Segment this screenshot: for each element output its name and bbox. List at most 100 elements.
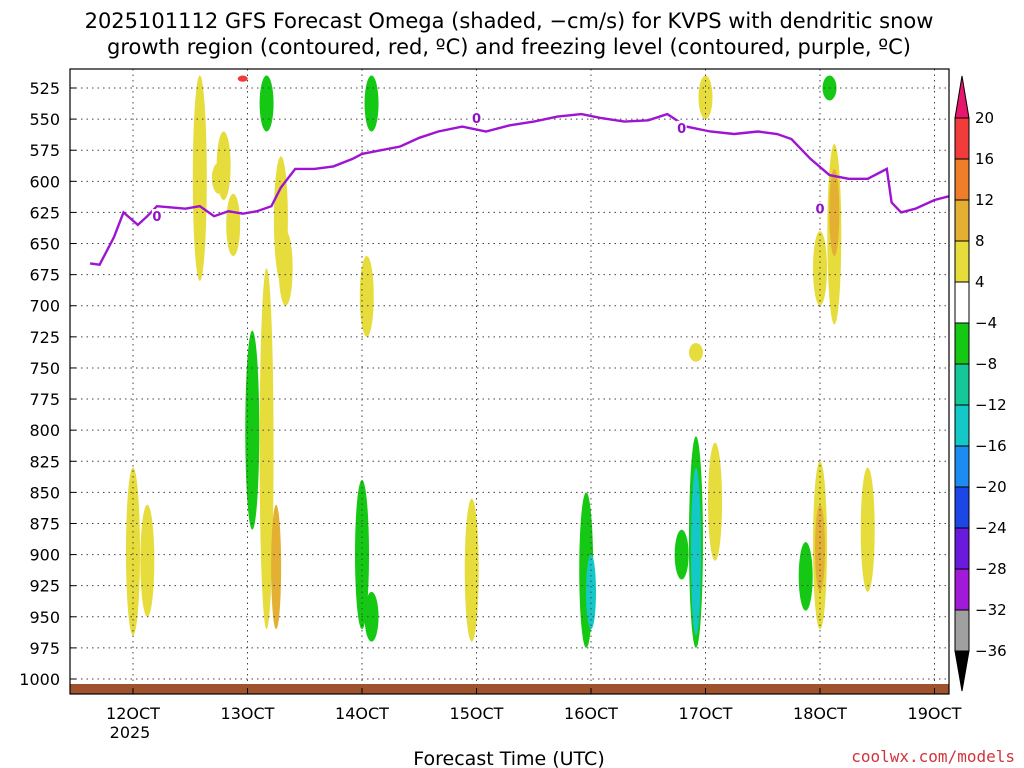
chart-title-line-1: 2025101112 GFS Forecast Omega (shaded, −… [85,9,934,33]
omega-blob [259,75,274,132]
y-axis-ticks: 525 550 575 600 625 650 675 700 725 750 775 800 825 8… [19,79,76,689]
y-tick-label: 750 [29,359,60,378]
colorbar-label: 8 [975,232,985,250]
y-tick-label: 775 [29,390,60,409]
omega-blob [237,75,248,82]
colorbar-label: −8 [975,355,997,373]
colorbar-segment [954,527,970,570]
x-axis-ticks: 12OCT 13OCT 14OCT 15OCT 16OCT 17OCT 18OCT 19OCT [106,688,962,723]
omega-blob [216,131,231,200]
x-axis-title: Forecast Time (UTC) [413,748,604,768]
y-tick-label: 700 [29,297,60,316]
plot-frame [69,68,950,695]
omega-blob [364,75,379,132]
colorbar-segment [954,568,970,611]
colorbar: 20 16 12 8 4 −4 −8 −12 −16 −20 −24 −28 −32 −36 [954,75,1007,692]
colorbar-label: −32 [975,601,1007,619]
omega-blob [688,343,703,362]
omega-blob [860,467,875,592]
y-tick-label: 825 [29,452,60,471]
credit-text: coolwx.com/models [851,747,1015,766]
y-tick-label: 975 [29,639,60,658]
colorbar-segment [954,117,970,160]
colorbar-segment [954,609,970,652]
colorbar-segment [954,445,970,488]
y-tick-label: 875 [29,514,60,533]
colorbar-label: −28 [975,560,1007,578]
omega-shading-layer [126,75,875,648]
y-tick-label: 675 [29,266,60,285]
x-tick-label: 15OCT [450,704,504,723]
freezing-level-layer: 0 0 0 0 [89,110,949,267]
y-tick-label: 550 [29,110,60,129]
y-tick-label: 600 [29,172,60,191]
omega-blob [226,193,241,256]
omega-blob [690,467,701,636]
y-tick-label: 575 [29,141,60,160]
freezing-label-bg [151,209,162,223]
y-tick-label: 850 [29,483,60,502]
x-tick-label: 17OCT [679,704,733,723]
freezing-level-line [89,112,949,267]
x-tick-label: 19OCT [908,704,962,723]
freezing-label-bg [471,110,482,124]
x-tick-label: 16OCT [564,704,618,723]
colorbar-label: −4 [975,314,997,332]
freezing-level-label: 0 [815,203,824,218]
omega-blob [829,168,840,256]
colorbar-segment [954,158,970,201]
omega-blob [708,442,723,561]
x-tick-label: 13OCT [221,704,275,723]
colorbar-segment [954,486,970,529]
colorbar-label: −16 [975,437,1007,455]
y-tick-label: 725 [29,328,60,347]
freezing-label-bg [676,120,687,134]
colorbar-segment [954,240,970,283]
colorbar-label: −12 [975,396,1007,414]
colorbar-label: 16 [975,150,994,168]
omega-blob [364,591,379,642]
freezing-level-label: 0 [472,112,481,127]
x-tick-label: 18OCT [793,704,847,723]
omega-blob [259,268,274,630]
colorbar-label: 4 [975,273,985,291]
omega-blob [126,467,140,636]
y-tick-label: 800 [29,421,60,440]
omega-blob [798,542,813,611]
colorbar-label: 20 [975,109,994,127]
omega-blob [464,498,479,642]
grid-layer [70,69,949,694]
colorbar-label: −24 [975,519,1007,537]
omega-blob [278,231,293,306]
y-tick-label: 1000 [19,670,60,689]
y-tick-label: 925 [29,577,60,596]
x-tick-label: 12OCT [106,704,160,723]
y-tick-label: 650 [29,235,60,254]
freezing-level-label: 0 [152,210,161,225]
x-axis-year-label: 2025 [110,723,151,742]
colorbar-label: −36 [975,642,1007,660]
surface-terrain [70,684,949,694]
colorbar-label: 12 [975,191,994,209]
omega-blob [192,75,207,281]
colorbar-segment [954,404,970,447]
freezing-label-bg [815,201,825,215]
y-tick-label: 900 [29,546,60,565]
y-tick-label: 525 [29,79,60,98]
colorbar-segment [954,199,970,242]
x-tick-label: 14OCT [335,704,389,723]
colorbar-top-triangle [954,75,970,119]
freezing-level-label: 0 [677,122,686,137]
omega-blob [271,504,282,630]
colorbar-label: −20 [975,478,1007,496]
omega-blob [140,504,155,617]
y-tick-label: 625 [29,203,60,222]
chart-title-line-2: growth region (contoured, red, ºC) and f… [107,35,911,59]
colorbar-segment [954,363,970,406]
colorbar-segment [954,322,970,365]
colorbar-bottom-triangle [954,650,970,692]
omega-blob [359,255,374,337]
y-tick-label: 950 [29,608,60,627]
colorbar-segment [954,281,970,324]
